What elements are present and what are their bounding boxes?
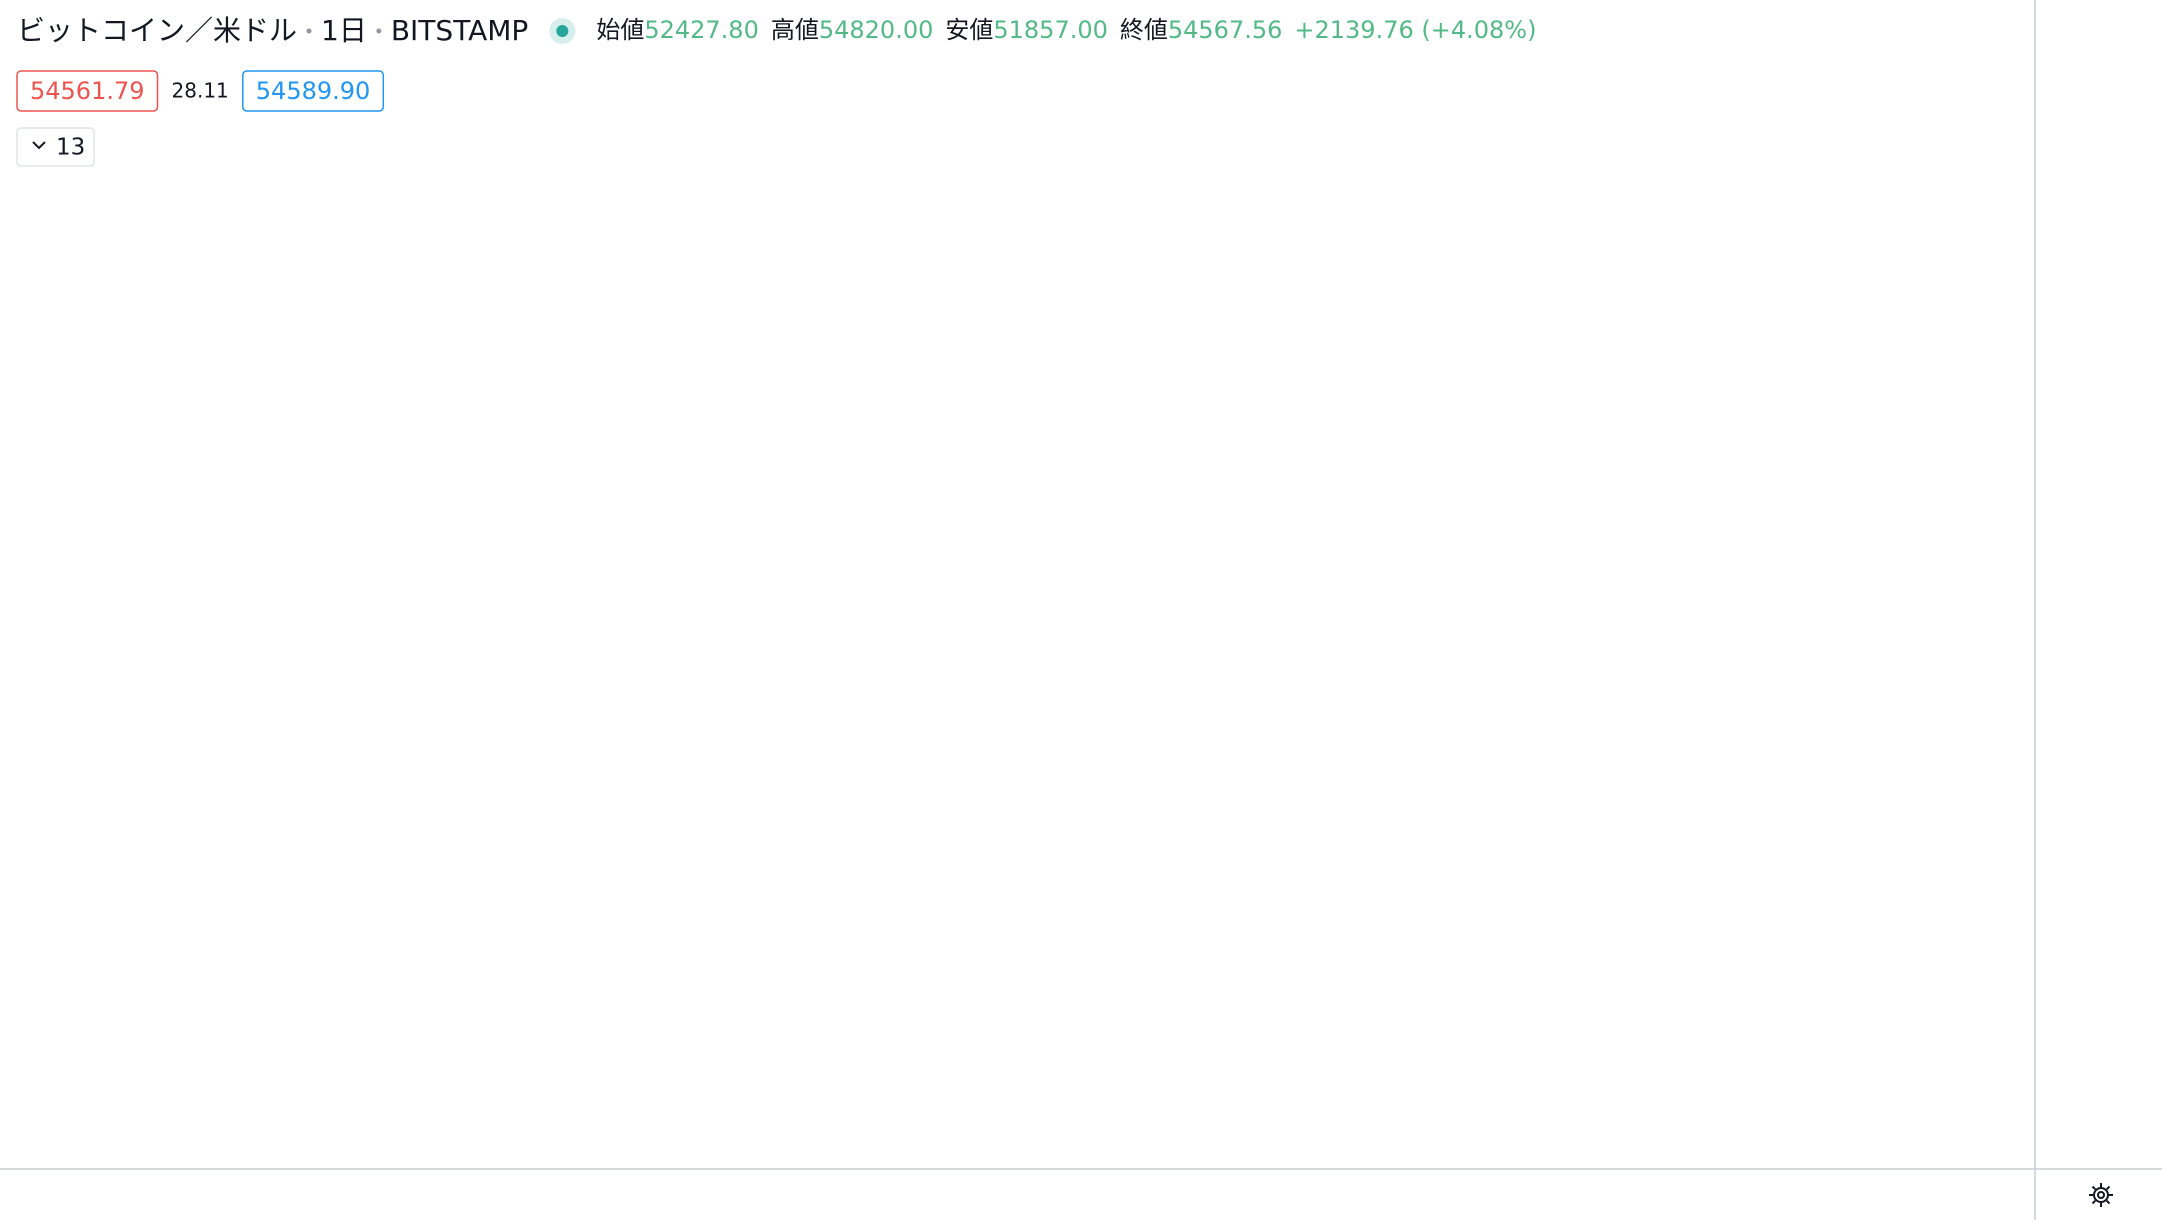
bid-price[interactable]: 54561.79	[30, 77, 145, 105]
indicators-toggle[interactable]	[16, 127, 95, 167]
market-status	[556, 25, 569, 37]
change: +2139.76 (+4.08%)	[1294, 16, 1536, 44]
interval: 1日	[321, 14, 367, 47]
separator	[306, 28, 312, 34]
ohlc-value: 51857.00	[993, 16, 1108, 44]
hidden-indicator-count[interactable]: 13	[56, 135, 85, 161]
spread: 28.11	[172, 79, 229, 103]
separator	[376, 28, 382, 34]
ohlc-value: 54820.00	[819, 16, 934, 44]
header: ビットコイン／米ドル 1日 BITSTAMP 始値 52427.80 高値 54820.00…	[16, 14, 1536, 167]
ask-price[interactable]: 54589.90	[256, 77, 371, 105]
ohlc-value: 54567.56	[1168, 16, 1283, 44]
symbol-title: ビットコイン／米ドル	[17, 14, 297, 47]
settings-icon[interactable]	[2089, 1183, 2113, 1207]
chevron	[32, 141, 46, 150]
ohlc-value: 52427.80	[644, 16, 759, 44]
exchange: BITSTAMP	[391, 14, 528, 47]
ohlc-label: 終値	[1120, 16, 1168, 44]
ohlc-label: 安値	[945, 16, 993, 44]
ohlc-label: 高値	[771, 16, 819, 44]
bid-price-box[interactable]	[16, 70, 159, 112]
ask-price-box[interactable]	[242, 70, 385, 112]
ohlc-label: 始値	[596, 16, 644, 44]
